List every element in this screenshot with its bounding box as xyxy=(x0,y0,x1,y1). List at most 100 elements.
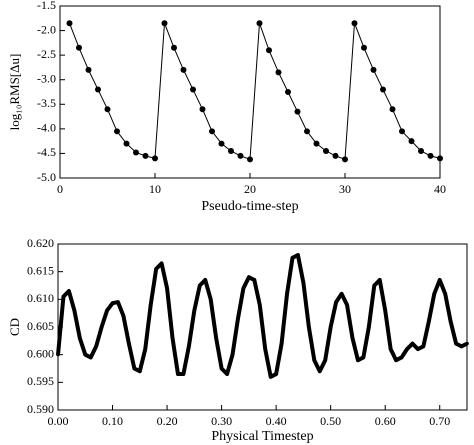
y-tick-label: -1.5 xyxy=(37,0,56,12)
data-point xyxy=(301,280,306,285)
x-tick-label: 10 xyxy=(149,182,161,196)
x-tick-label: 40 xyxy=(434,182,446,196)
data-point xyxy=(437,278,442,282)
data-point xyxy=(427,319,431,324)
y-tick-label: -2.0 xyxy=(37,22,56,36)
data-point xyxy=(367,325,371,329)
data-point xyxy=(328,325,333,329)
data-point xyxy=(143,347,148,351)
data-point xyxy=(361,44,367,51)
data-point xyxy=(230,352,235,357)
data-point xyxy=(180,66,187,73)
y-tick-label: -5.0 xyxy=(37,170,56,184)
y-axis-label: log₁₀RMS[Δu] xyxy=(7,54,22,131)
x-tick-label: 0.20 xyxy=(157,414,178,428)
data-point xyxy=(187,344,191,349)
data-point xyxy=(443,292,447,296)
x-axis-label: Pseudo-time-step xyxy=(201,199,298,214)
data-point xyxy=(176,372,180,376)
x-axis-label: Physical Timestep xyxy=(211,429,313,444)
data-point xyxy=(410,341,415,346)
x-tick-label: 0.00 xyxy=(48,414,69,428)
y-tick-label: -2.5 xyxy=(37,47,56,61)
data-point xyxy=(78,336,82,340)
x-tick-label: 0 xyxy=(57,182,63,196)
x-tick-label: 0.50 xyxy=(320,414,341,428)
data-point xyxy=(257,303,262,307)
data-point xyxy=(361,355,366,360)
data-point xyxy=(380,86,386,93)
y-tick-label: 0.615 xyxy=(27,263,54,277)
data-point xyxy=(389,106,396,113)
data-point xyxy=(170,336,175,340)
data-point xyxy=(290,256,295,260)
data-point xyxy=(370,66,377,73)
data-point xyxy=(383,308,388,313)
data-point xyxy=(342,156,348,163)
data-point xyxy=(279,341,284,346)
data-point xyxy=(110,301,115,306)
data-point xyxy=(296,253,300,257)
data-point xyxy=(263,347,268,351)
data-point xyxy=(372,283,377,288)
data-point xyxy=(94,344,98,349)
y-tick-label: 0.600 xyxy=(27,346,54,360)
data-point xyxy=(304,128,310,135)
data-point xyxy=(394,358,398,363)
y-tick-label: 0.590 xyxy=(27,402,54,416)
data-point xyxy=(218,140,225,147)
y-tick-label: 0.595 xyxy=(27,374,54,388)
data-line xyxy=(69,22,441,160)
data-point xyxy=(72,308,77,313)
data-point xyxy=(350,336,355,340)
data-point xyxy=(323,358,328,363)
data-point xyxy=(133,149,139,156)
data-point xyxy=(83,352,88,357)
data-point xyxy=(275,69,282,76)
x-tick-label: 0.70 xyxy=(429,414,450,428)
data-point xyxy=(448,319,453,324)
y-tick-label: -3.0 xyxy=(37,71,56,85)
x-tick-label: 0.30 xyxy=(211,414,232,428)
data-point xyxy=(323,147,329,154)
data-line xyxy=(56,253,468,379)
data-point xyxy=(421,344,426,349)
data-point xyxy=(416,347,420,351)
data-point xyxy=(334,300,338,304)
data-point xyxy=(152,155,158,162)
data-point xyxy=(61,294,66,299)
data-point xyxy=(317,369,322,374)
x-tick-label: 30 xyxy=(339,182,351,196)
data-point xyxy=(225,372,229,376)
data-point xyxy=(127,341,131,346)
x-tick-label: 0.40 xyxy=(266,414,287,428)
data-point xyxy=(228,147,234,154)
data-point xyxy=(247,275,251,280)
data-point xyxy=(236,316,240,321)
data-point xyxy=(268,375,273,379)
data-point xyxy=(237,152,244,159)
data-point xyxy=(138,369,142,374)
data-point xyxy=(142,152,149,159)
data-point xyxy=(388,347,393,351)
data-point xyxy=(345,303,349,307)
data-point xyxy=(66,20,73,27)
data-point xyxy=(85,66,92,73)
data-point xyxy=(199,106,206,113)
data-point xyxy=(427,152,434,159)
data-point xyxy=(405,347,409,351)
data-point xyxy=(105,308,109,313)
data-point xyxy=(95,86,101,93)
y-axis-label: CD xyxy=(7,318,22,336)
data-point xyxy=(351,20,358,27)
data-point xyxy=(171,44,177,51)
data-point xyxy=(241,286,246,291)
data-point xyxy=(197,283,202,288)
data-point xyxy=(313,140,320,147)
x-tick-label: 0.60 xyxy=(375,414,396,428)
data-point xyxy=(399,128,405,135)
data-point xyxy=(256,20,263,27)
data-point xyxy=(465,341,469,346)
data-point xyxy=(181,372,186,376)
